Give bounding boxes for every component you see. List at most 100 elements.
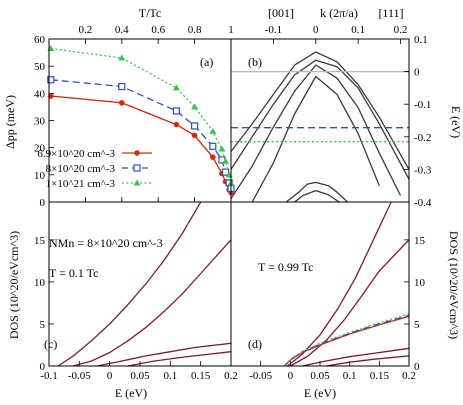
panel-c-ytick-label-2: 5 <box>40 319 46 331</box>
legend-marker-3 <box>133 179 141 186</box>
panel-a-series-1-marker-5 <box>210 154 216 160</box>
panel-d-xtick-label-6: 0.15 <box>370 370 390 382</box>
panel-d-series-6 <box>283 314 410 367</box>
panel-c-series-1 <box>57 201 202 367</box>
panel-c-xtick-label-6: 0.15 <box>191 370 211 382</box>
panel-a-ytick-label-2: 10 <box>34 170 46 182</box>
panel-d-frame <box>230 201 410 367</box>
panel-d-label: (d) <box>248 337 262 351</box>
panel-b-xtick-label-4: 0.2 <box>394 24 408 36</box>
panel-d-series-2 <box>289 239 410 367</box>
panel-a-series-3-marker-3 <box>172 84 180 91</box>
panel-c-xtick-label-4: 0.05 <box>130 370 150 382</box>
panel-b-series-3 <box>230 64 402 200</box>
panel-d-xtick-label-7: 0.2 <box>402 370 416 382</box>
panel-a-ytick-label-5: 40 <box>34 88 46 100</box>
panel-b-ytick-label-2: 0 <box>414 67 420 79</box>
panel-b-ytick-label-5: -0.3 <box>414 164 432 176</box>
panel-a-xtick-label-5: 1 <box>228 24 234 36</box>
panel-a-series-2-marker-2 <box>118 82 126 91</box>
panel-d-ytick-label-2: 5 <box>414 319 420 331</box>
panel-b-series-1 <box>230 51 410 170</box>
panel-a-ylabel: Δpp (meV) <box>3 95 17 149</box>
panel-d-ytick-label-4: 15 <box>414 235 426 247</box>
panel-b-ylabel: E (eV) <box>449 106 463 138</box>
panel-a-series-2-marker-5 <box>209 142 217 150</box>
panel-a-series-2-marker-3 <box>172 107 180 115</box>
legend-label-2: 8×10^20 cm^-3 <box>46 163 116 175</box>
panel-b-direction-right: [111] <box>378 6 403 20</box>
panel-a-xtick-label-1: 0.2 <box>79 24 93 36</box>
panel-a-series-3-marker-7 <box>222 157 230 164</box>
panel-a-series-1-marker-3 <box>173 121 180 128</box>
panel-a-series-3-marker-4 <box>191 103 199 110</box>
legend-label-3: 1×10^21 cm^-3 <box>46 178 116 190</box>
panel-a-ytick-label-6: 50 <box>34 61 46 73</box>
panel-a-series-3-marker-2 <box>118 54 126 61</box>
panel-d-xtick-label-4: 0.05 <box>310 370 330 382</box>
panel-d-ytick-label-3: 10 <box>414 277 426 289</box>
panel-c: -0.1 -0.05 0 0.05 0.1 0.15 0.2 0 5 10 15 <box>34 201 238 382</box>
panel-c-label: (c) <box>44 337 57 351</box>
panel-d-xtick-label-5: 0.1 <box>343 370 357 382</box>
panel-d-series-3 <box>302 347 410 367</box>
panel-b-xtick-label-3: 0.1 <box>351 24 365 36</box>
panel-c-ytick-label-4: 15 <box>34 235 46 247</box>
panel-c-xtick-label-5: 0.1 <box>163 370 177 382</box>
legend-marker-2 <box>133 164 141 172</box>
panel-b-xtick-label-2: 0 <box>313 24 319 36</box>
panel-a-series-3-marker-1 <box>47 45 55 52</box>
panel-d-series-5 <box>283 315 410 367</box>
panel-b-ytick-label-6: -0.4 <box>414 197 432 209</box>
panel-d-xlabel: E (eV) <box>304 386 336 400</box>
panel-a-xtick-label-2: 0.4 <box>115 24 129 36</box>
panel-d-ytick-label-1: 0 <box>414 361 420 373</box>
panel-a-ytick-label-1: 0 <box>40 197 46 209</box>
panel-b: -0.1 0 0.1 0.2 0.1 0 -0.1 -0.2 -0.3 -0.4 <box>230 24 432 209</box>
panel-a-ytick-label-4: 30 <box>34 116 46 128</box>
panel-c-xtick-label-7: 0.2 <box>224 370 238 382</box>
panel-b-direction-left: [001] <box>268 6 294 20</box>
panel-c-annotation-nmn: NMn = 8×10^20 cm^-3 <box>49 236 163 250</box>
panel-c-series-4 <box>127 351 232 367</box>
panel-a-ytick-label-7: 60 <box>34 34 46 46</box>
panel-d-annotation-temperature: T = 0.99 Tc <box>258 260 313 274</box>
legend-marker-1 <box>134 150 140 156</box>
panel-a-xtick-label-4: 0.8 <box>188 24 202 36</box>
panel-c-xtick-label-1: -0.1 <box>40 370 57 382</box>
panel-b-xtick-label-1: -0.1 <box>265 24 282 36</box>
panel-a-label: (a) <box>200 55 213 69</box>
panel-b-series-6 <box>294 189 340 203</box>
panel-d-ylabel: DOS (10^20/eVcm^3) <box>447 231 461 339</box>
panel-c-ytick-label-3: 10 <box>34 277 46 289</box>
panel-b-label: (b) <box>248 55 262 69</box>
panel-d-xtick-label-2: -0.05 <box>249 370 272 382</box>
panel-b-xlabel: k (2π/a) <box>320 6 358 20</box>
panel-c-ylabel: DOS (10^20/eVcm^3) <box>7 231 21 339</box>
panel-c-series-2 <box>73 239 232 367</box>
legend: 6.9×10^20 cm^-3 8×10^20 cm^-3 1×10^21 cm… <box>37 148 152 190</box>
panel-d-series-1 <box>286 201 392 367</box>
panel-a-series-2-marker-4 <box>191 122 199 130</box>
panel-d-series-4 <box>325 355 410 367</box>
panel-c-series-3 <box>97 342 232 367</box>
panel-c-xtick-label-2: -0.05 <box>68 370 91 382</box>
panel-c-xtick-label-3: 0 <box>107 370 113 382</box>
panel-a-series-3-marker-6 <box>218 145 226 152</box>
panel-a-ytick-label-3: 20 <box>34 143 46 155</box>
panel-a-series-1-marker-2 <box>119 100 125 106</box>
panel-c-ytick-label-1: 0 <box>40 361 46 373</box>
panel-b-series-5 <box>285 181 348 203</box>
panel-a-series-1-marker-4 <box>191 132 198 139</box>
panel-b-ytick-label-1: 0.1 <box>414 34 428 46</box>
panel-a-series-3-marker-5 <box>209 127 217 134</box>
panel-b-ytick-label-3: -0.1 <box>414 99 431 111</box>
legend-label-1: 6.9×10^20 cm^-3 <box>37 148 115 160</box>
panel-c-annotation-temperature: T = 0.1 Tc <box>49 266 98 280</box>
panel-c-xlabel: E (eV) <box>115 386 147 400</box>
panel-c-frame <box>48 201 232 367</box>
panel-b-series-4 <box>251 75 380 203</box>
